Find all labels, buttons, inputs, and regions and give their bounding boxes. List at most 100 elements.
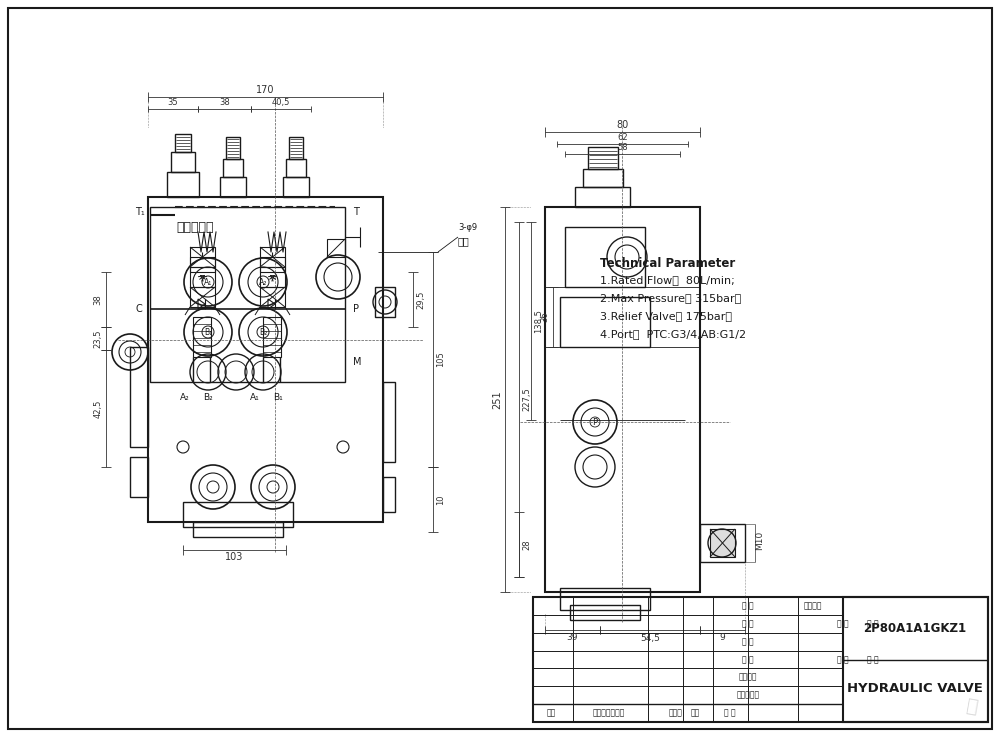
Text: 29,5: 29,5 [416, 290, 426, 309]
Bar [533, 597, 988, 722]
Bar [193, 522, 283, 537]
Text: 标记: 标记 [546, 708, 556, 718]
Text: 35: 35 [168, 97, 178, 107]
Text: B₂: B₂ [259, 327, 267, 337]
Bar [190, 287, 215, 307]
Bar [260, 287, 285, 307]
Text: P: P [592, 417, 598, 427]
Text: 工艺检查: 工艺检查 [739, 673, 757, 682]
Bar [193, 317, 211, 357]
Text: 28: 28 [522, 539, 532, 550]
Bar [260, 267, 285, 287]
Bar [260, 257, 285, 272]
Bar [575, 187, 630, 207]
Text: 23,5: 23,5 [94, 329, 103, 348]
Text: M: M [353, 357, 362, 367]
Bar [700, 524, 745, 562]
Bar [190, 247, 215, 267]
Text: 通孔: 通孔 [458, 236, 470, 246]
Bar [130, 347, 148, 447]
Bar [167, 172, 199, 197]
Bar [375, 287, 395, 317]
Text: B₂: B₂ [203, 393, 213, 402]
Text: 标准化检查: 标准化检查 [736, 691, 760, 699]
Bar [588, 147, 618, 169]
Text: 制 图: 制 图 [742, 619, 754, 628]
Bar [175, 134, 191, 152]
Text: 39: 39 [567, 634, 578, 643]
Text: 图样标记: 图样标记 [804, 601, 822, 610]
Text: 1.Rated Flow：  80L/min;: 1.Rated Flow： 80L/min; [600, 275, 735, 285]
Bar [570, 605, 640, 620]
Bar [286, 159, 306, 177]
Bar [148, 197, 383, 522]
Text: 4.Port：  PTC:G3/4,AB:G1/2: 4.Port： PTC:G3/4,AB:G1/2 [600, 329, 746, 339]
Text: 2P80A1A1GKZ1: 2P80A1A1GKZ1 [863, 622, 967, 635]
Text: 日期: 日期 [690, 708, 700, 718]
Bar [130, 457, 148, 497]
Bar [560, 297, 650, 347]
Bar [190, 267, 215, 287]
Bar [283, 177, 309, 197]
Bar [183, 502, 293, 527]
Bar [583, 169, 623, 187]
Text: B₁: B₁ [204, 327, 212, 337]
Bar [545, 207, 700, 592]
Bar [383, 477, 395, 512]
Text: 103: 103 [225, 552, 244, 562]
Text: 9: 9 [719, 634, 725, 643]
Text: HYDRAULIC VALVE: HYDRAULIC VALVE [847, 682, 983, 695]
Text: 校 对: 校 对 [742, 655, 754, 664]
Text: A₁: A₁ [250, 393, 260, 402]
Text: 描 图: 描 图 [742, 638, 754, 646]
Bar [565, 227, 645, 287]
Text: 更改内容及原因: 更改内容及原因 [593, 708, 625, 718]
Text: 251: 251 [492, 390, 502, 409]
Bar [220, 177, 246, 197]
Text: 36: 36 [540, 312, 550, 322]
Text: 38: 38 [219, 97, 230, 107]
Bar [383, 382, 395, 462]
Text: 共 页: 共 页 [837, 655, 849, 664]
Text: 80: 80 [616, 120, 629, 130]
Bar [263, 317, 281, 357]
Text: M10: M10 [756, 531, 765, 550]
Text: 42,5: 42,5 [94, 399, 103, 418]
Text: 激: 激 [965, 696, 980, 717]
Bar [327, 239, 345, 257]
Text: P: P [353, 304, 359, 314]
Text: A₂: A₂ [180, 393, 190, 402]
Text: A₂: A₂ [259, 278, 267, 287]
Text: 比 例: 比 例 [867, 619, 879, 628]
Text: 138,5: 138,5 [534, 309, 544, 333]
Text: 38: 38 [94, 294, 103, 305]
Text: 更改人: 更改人 [669, 708, 683, 718]
Text: 170: 170 [256, 85, 275, 95]
Text: 227,5: 227,5 [522, 388, 532, 411]
Bar [710, 529, 735, 557]
Text: C: C [135, 304, 142, 314]
Text: 2.Max Pressure： 315bar，: 2.Max Pressure： 315bar， [600, 293, 741, 303]
Text: A₁: A₁ [204, 278, 212, 287]
Bar [843, 597, 988, 722]
Bar [223, 159, 243, 177]
Text: 40,5: 40,5 [272, 97, 290, 107]
Text: 54,5: 54,5 [640, 634, 660, 643]
Bar [560, 588, 650, 610]
Text: 58: 58 [617, 142, 628, 152]
Bar [171, 152, 195, 172]
Bar [289, 137, 303, 159]
Bar [260, 247, 285, 267]
Bar [226, 137, 240, 159]
Text: 105: 105 [436, 352, 446, 367]
Text: 液压原理图: 液压原理图 [176, 220, 214, 234]
Text: Technical Parameter: Technical Parameter [600, 257, 735, 270]
Text: 签 批: 签 批 [724, 708, 736, 718]
Text: 62: 62 [617, 133, 628, 142]
Text: 10: 10 [436, 495, 446, 505]
Text: 3.Relief Valve： 175bar；: 3.Relief Valve： 175bar； [600, 311, 732, 321]
Text: 3-φ9: 3-φ9 [458, 223, 477, 231]
Text: B₁: B₁ [273, 393, 283, 402]
Text: 张 页: 张 页 [867, 655, 879, 664]
Text: 设 计: 设 计 [742, 601, 754, 610]
